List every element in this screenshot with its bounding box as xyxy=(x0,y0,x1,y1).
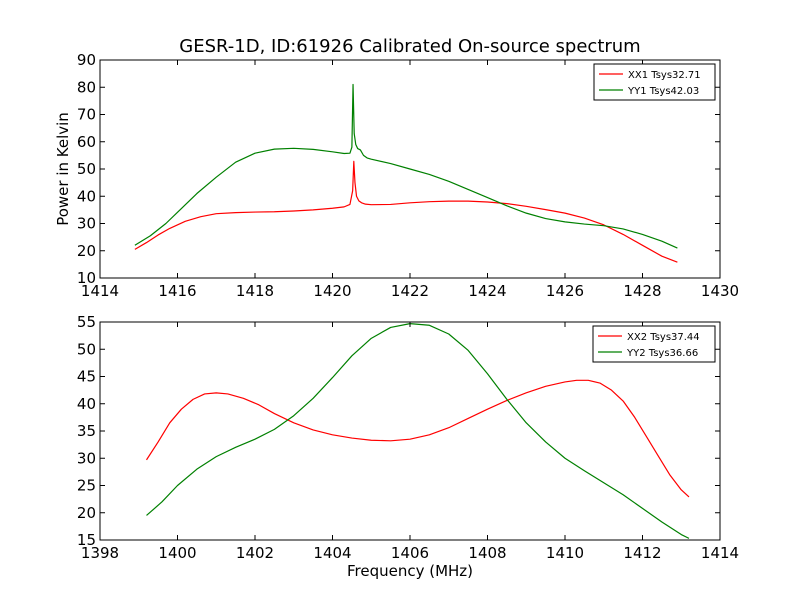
plot1-x-tick-label: 1400 xyxy=(158,544,196,562)
legend-bottom[interactable]: XX2 Tsys37.44 YY2 Tsys36.66 xyxy=(592,325,716,363)
plot1-y-tick-label: 25 xyxy=(77,477,96,495)
plot0-x-tick-label: 1414 xyxy=(81,282,119,300)
plot0-y-tick-label: 70 xyxy=(77,106,96,124)
plot1-x-tick-label: 1408 xyxy=(468,544,506,562)
plot1-x-tick-label: 1412 xyxy=(623,544,661,562)
plot1-y-tick-label: 40 xyxy=(77,395,96,413)
plot1-x-tick-label: 1404 xyxy=(313,544,351,562)
plot0-axes-layer: 1414 1416 1418 1420 1422 1424 1426 1428 1430 10 20… xyxy=(77,51,739,300)
plot0-x-tick-label: 1426 xyxy=(546,282,584,300)
plot1-x-tick-label: 1410 xyxy=(546,544,584,562)
plot1-series-0-line xyxy=(145,379,690,498)
chart-title: GESR-1D, ID:61926 Calibrated On-source s… xyxy=(179,36,640,57)
plot1-series-layer xyxy=(145,323,690,539)
plot1-series-1-line xyxy=(146,323,690,539)
legend-bottom-box xyxy=(592,325,716,363)
legend-top-label-xx1: XX1 Tsys32.71 xyxy=(628,70,701,81)
plot0-x-tick-label: 1422 xyxy=(391,282,429,300)
plot0-x-tick-label: 1418 xyxy=(236,282,274,300)
legend-bottom-label-yy2: YY2 Tsys36.66 xyxy=(626,348,698,359)
plot0-y-tick-label: 10 xyxy=(77,269,96,287)
plot1-x-tick-label: 1402 xyxy=(236,544,274,562)
plot1-y-tick-label: 55 xyxy=(77,313,96,331)
plot1-y-tick-label: 30 xyxy=(77,449,96,467)
legend-top-box xyxy=(593,63,716,101)
plot0-x-tick-label: 1420 xyxy=(313,282,351,300)
legend-top-label-yy1: YY1 Tsys42.03 xyxy=(627,86,699,97)
plot0-y-tick-label: 20 xyxy=(77,242,96,260)
plot1-y-tick-label: 50 xyxy=(77,340,96,358)
plot0-y-tick-label: 80 xyxy=(77,78,96,96)
plot0-series-1-line xyxy=(134,83,678,249)
chart-top: GESR-1D, ID:61926 Calibrated On-source s… xyxy=(54,36,739,300)
plot1-y-tick-label: 45 xyxy=(77,368,96,386)
plot1-y-tick-label: 35 xyxy=(77,422,96,440)
x-axis-label: Frequency (MHz) xyxy=(347,562,473,580)
plot0-y-tick-label: 50 xyxy=(77,160,96,178)
plot1-y-tick-label: 15 xyxy=(77,531,96,549)
plot0-y-tick-label: 90 xyxy=(77,51,96,69)
y-axis-label: Power in Kelvin xyxy=(54,112,72,226)
chart-bottom: Frequency (MHz) 1398 1400 1402 1404 1406 1408… xyxy=(77,313,739,580)
plot0-x-tick-label: 1428 xyxy=(623,282,661,300)
legend-top[interactable]: XX1 Tsys32.71 YY1 Tsys42.03 xyxy=(593,63,716,101)
plot0-x-tick-label: 1424 xyxy=(468,282,506,300)
plot0-y-tick-label: 40 xyxy=(77,187,96,205)
plot0-y-tick-label: 60 xyxy=(77,133,96,151)
plot0-y-tick-label: 30 xyxy=(77,215,96,233)
plot1-axes-layer: 1398 1400 1402 1404 1406 1408 1410 1412 1414 15 20… xyxy=(77,313,739,562)
plot1-x-tick-label: 1414 xyxy=(701,544,739,562)
plot1-x-tick-label: 1398 xyxy=(81,544,119,562)
plot0-x-tick-label: 1416 xyxy=(158,282,196,300)
plot1-x-tick-label: 1406 xyxy=(391,544,429,562)
plot0-x-tick-label: 1430 xyxy=(701,282,739,300)
plot0-series-0-line xyxy=(134,160,678,263)
legend-bottom-label-xx2: XX2 Tsys37.44 xyxy=(627,332,700,343)
plot1-y-tick-label: 20 xyxy=(77,504,96,522)
plot0-series-layer xyxy=(134,83,678,263)
